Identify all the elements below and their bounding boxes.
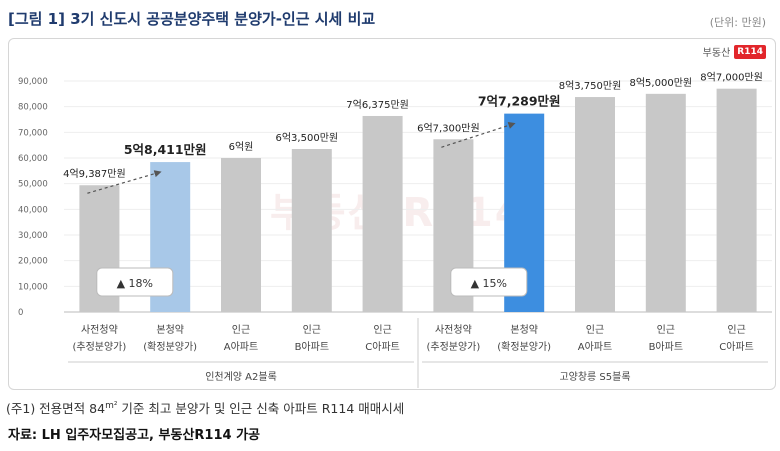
data-label: 8억5,000만원 (630, 77, 693, 89)
bar (362, 115, 403, 313)
y-tick-label: 40,000 (18, 205, 48, 215)
x-tick-label: 인근 (586, 324, 604, 336)
change-box (96, 267, 174, 297)
data-label: 8억3,750만원 (559, 80, 622, 92)
x-tick-label-sub: B아파트 (649, 341, 683, 353)
change-label: ▲ 15% (471, 277, 507, 290)
x-tick-label: 본청약 (156, 324, 184, 336)
footnote: (주1) 전용면적 84m² 기준 최고 분양가 및 인근 신축 아파트 R11… (6, 398, 404, 417)
y-tick-label: 30,000 (18, 231, 48, 241)
data-label: 6억3,500만원 (276, 132, 339, 144)
source-line: 자료: LH 입주자모집공고, 부동산R114 가공 (8, 428, 260, 443)
x-tick-label: 사전청약 (81, 324, 118, 336)
bar (575, 97, 615, 313)
x-tick-label: 본청약 (510, 324, 538, 336)
group-label: 고양창릉 S5블록 (559, 371, 630, 383)
x-tick-label-sub: B아파트 (295, 341, 329, 353)
x-tick-label: 인근 (657, 324, 675, 336)
change-label: ▲ 18% (117, 277, 153, 290)
bar (221, 158, 261, 312)
data-label: 8억7,000만원 (700, 72, 763, 84)
x-tick-label: 사전청약 (435, 324, 472, 336)
bar (716, 88, 757, 312)
data-label: 4억9,387만원 (63, 168, 126, 180)
bar (645, 93, 686, 312)
brand-name: 부동산 (702, 48, 731, 59)
x-tick-label: 인근 (373, 324, 391, 336)
x-tick-label-sub: (추정분양가) (426, 341, 480, 353)
bar (291, 149, 332, 312)
brand-logo: 부동산 R114 (703, 44, 766, 59)
x-tick-label-sub: (확정분양가) (143, 341, 197, 353)
y-tick-label: 60,000 (18, 154, 48, 164)
group-label: 인천계양 A2블록 (205, 371, 277, 383)
x-tick-label-sub: (확정분양가) (497, 341, 551, 353)
x-tick-label-sub: (추정분양가) (72, 341, 126, 353)
x-tick-label-sub: A아파트 (224, 341, 258, 353)
footnote-suffix: 기준 최고 분양가 및 인근 신축 아파트 R114 매매시세 (117, 401, 405, 416)
y-tick-label: 90,000 (18, 77, 48, 87)
x-tick-label: 인근 (727, 324, 745, 336)
y-tick-label: 20,000 (18, 257, 48, 267)
footnote-unit: m² (105, 400, 118, 411)
data-label: 5억8,411만원 (124, 142, 207, 157)
y-tick-label: 50,000 (18, 180, 48, 190)
increase-arrow (441, 121, 516, 148)
change-box (450, 267, 528, 297)
y-tick-label: 70,000 (18, 128, 48, 138)
data-label: 6억7,300만원 (417, 122, 480, 134)
data-label: 7억6,375만원 (346, 99, 409, 111)
y-tick-label: 0 (18, 308, 23, 318)
brand-badge: R114 (734, 44, 766, 59)
unit-label: (단위: 만원) (709, 16, 766, 29)
y-tick-label: 10,000 (18, 282, 48, 292)
x-tick-label: 인근 (303, 324, 321, 336)
x-tick-label: 인근 (232, 324, 250, 336)
chart-title: [그림 1] 3기 신도시 공공분양주택 분양가-인근 시세 비교 (8, 10, 376, 28)
footnote-prefix: (주1) 전용면적 84 (6, 401, 106, 416)
increase-arrow (87, 170, 162, 194)
x-tick-label-sub: C아파트 (719, 341, 754, 353)
x-tick-label-sub: C아파트 (365, 341, 400, 353)
y-tick-label: 80,000 (18, 103, 48, 113)
x-tick-label-sub: A아파트 (578, 341, 612, 353)
data-label: 6억원 (229, 141, 254, 153)
data-label: 7억7,289만원 (478, 94, 561, 109)
